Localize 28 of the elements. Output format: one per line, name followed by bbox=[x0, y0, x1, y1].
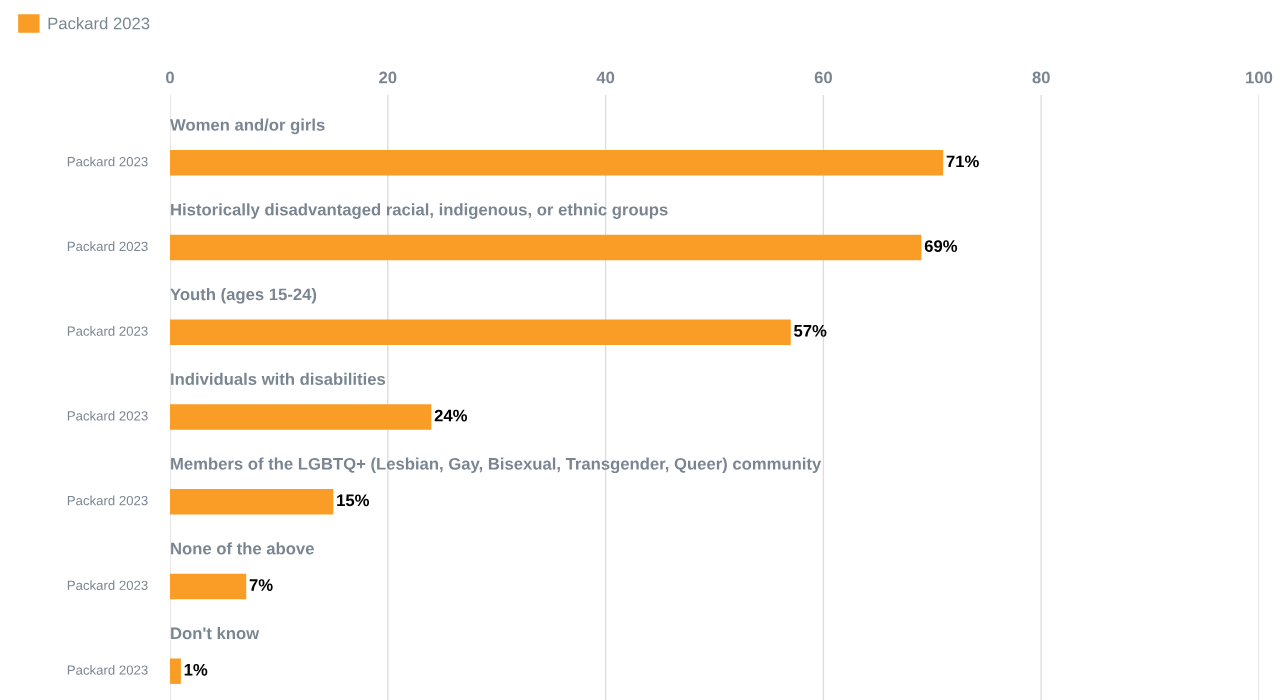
y-tick-label: Don't know bbox=[171, 626, 260, 640]
x-tick-label: 40 bbox=[596, 71, 615, 84]
x-tick-label: 0 bbox=[166, 71, 174, 84]
x-tick-label: 20 bbox=[379, 71, 397, 84]
text: Packard 2023 bbox=[67, 580, 148, 590]
text: Packard 2023 bbox=[67, 241, 148, 252]
data-label: 15% bbox=[337, 494, 370, 507]
y-tick-label: Women and/or girls bbox=[170, 118, 325, 135]
y-tick-label: Members of the LGBTQ+ (Lesbian, Gay, Bisexual, Transgender, Queer) community bbox=[171, 457, 822, 474]
data-label: 7% bbox=[249, 579, 273, 591]
data-label: 69% bbox=[924, 240, 958, 252]
x-tick-label: 60 bbox=[814, 71, 832, 84]
data-label: 71% bbox=[946, 155, 979, 168]
x-tick-label: 100 bbox=[1246, 71, 1273, 84]
y-tick-label: Youth (ages 15-24) bbox=[170, 288, 317, 304]
text: Packard 2023 bbox=[67, 665, 148, 675]
text: Packard 2023 bbox=[67, 156, 148, 167]
y-tick-label: Individuals with disabilities bbox=[171, 372, 386, 386]
text: Packard 2023 bbox=[67, 326, 148, 336]
data-label: 24% bbox=[434, 409, 468, 422]
y-tick-label: None of the above bbox=[171, 542, 314, 555]
text: Packard 2023 bbox=[67, 495, 148, 506]
text: Packard 2023 bbox=[67, 410, 148, 421]
data-label: 1% bbox=[184, 663, 208, 676]
legend-label: Packard 2023 bbox=[48, 17, 150, 30]
y-tick-label: Historically disadvantaged racial, indigenous, or ethnic groups bbox=[171, 203, 668, 219]
x-tick-label: 80 bbox=[1032, 71, 1050, 84]
data-label: 57% bbox=[794, 324, 827, 337]
